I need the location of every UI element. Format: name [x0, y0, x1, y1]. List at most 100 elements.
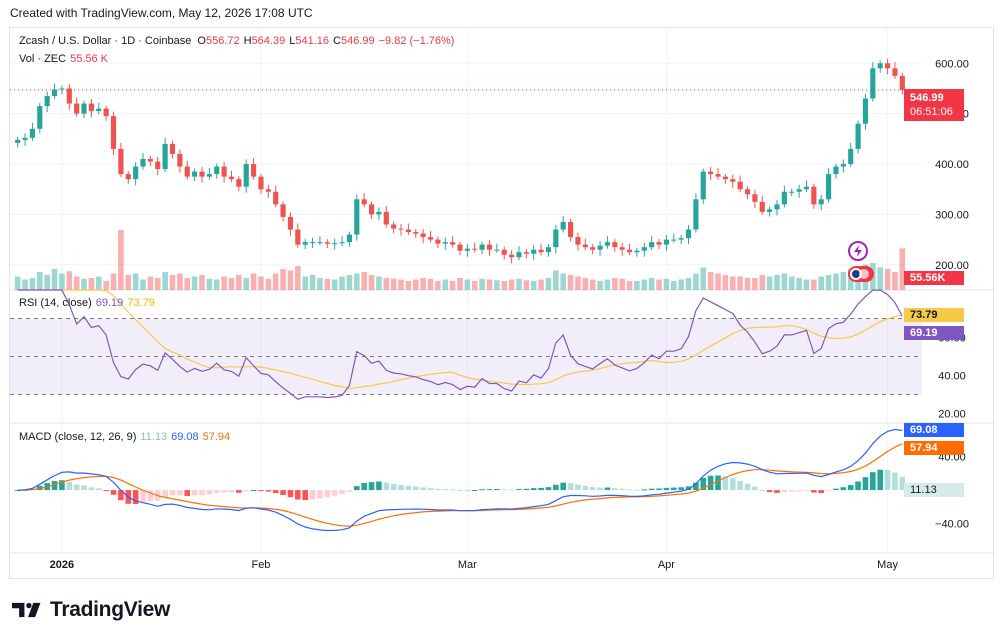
candle-body — [649, 242, 655, 248]
volume-bar — [641, 279, 648, 290]
candle-body — [877, 63, 883, 69]
candle-body — [192, 171, 198, 177]
volume-bar — [457, 278, 463, 290]
volume-bar — [464, 279, 471, 290]
candle-body — [715, 174, 721, 177]
volume-bar — [250, 273, 257, 290]
candle-body — [368, 204, 375, 215]
volume-bar — [37, 272, 43, 290]
candle-body — [265, 189, 271, 192]
candle-body — [737, 181, 743, 190]
candle-body — [140, 159, 146, 167]
chart-frame[interactable]: 2026FebMarAprMay600.00500.00400.00300.00… — [9, 27, 995, 580]
volume-bar — [553, 270, 559, 290]
candle-body — [575, 237, 581, 245]
macd-histogram-bar — [781, 490, 788, 493]
macd-histogram-bar — [228, 490, 235, 493]
volume-bar — [678, 279, 684, 290]
candle-body — [96, 108, 102, 112]
macd-histogram-bar — [811, 490, 817, 493]
volume-bar — [619, 278, 625, 290]
volume-bar — [538, 279, 544, 290]
volume-bar — [213, 279, 220, 290]
candle-body — [840, 164, 846, 167]
economic-events-icon[interactable] — [848, 266, 874, 282]
macd-histogram-bar — [272, 490, 279, 494]
volume-bar — [221, 276, 227, 290]
macd-signal-tag: 57.94 — [904, 441, 964, 455]
macd-histogram-bar — [612, 488, 618, 491]
candle-body — [626, 249, 633, 253]
volume-bar — [147, 276, 154, 290]
candle-body — [354, 199, 360, 235]
candle-body — [590, 247, 596, 250]
candle-body — [302, 242, 308, 245]
macd-histogram-bar — [265, 490, 272, 492]
candle-body — [671, 239, 677, 241]
macd-histogram-bar — [656, 488, 662, 491]
tradingview-logo[interactable]: TradingView — [12, 598, 170, 622]
candle-body — [376, 211, 382, 215]
macd-histogram-bar — [538, 487, 544, 491]
candle-body — [870, 68, 876, 99]
macd-histogram-bar — [494, 488, 500, 491]
macd-histogram-bar — [486, 489, 493, 491]
macd-histogram-bar — [560, 482, 567, 491]
volume-bar — [516, 278, 522, 290]
candle-body — [567, 221, 574, 238]
macd-histogram-bar — [766, 490, 773, 493]
macd-histogram-bar — [420, 487, 426, 491]
volume-bar — [604, 279, 611, 290]
volume-bar — [368, 275, 375, 290]
volume-bar — [759, 275, 766, 290]
macd-histogram-bar — [479, 489, 485, 491]
volume-bar — [295, 266, 301, 290]
candle-body — [44, 96, 50, 107]
candle-body — [361, 199, 367, 205]
candle-body — [722, 176, 728, 180]
rsi-tick-label: 20.00 — [938, 409, 966, 421]
low-label: L — [289, 35, 296, 47]
macd-histogram-bar — [427, 488, 434, 491]
macd-histogram-bar — [390, 483, 397, 491]
rsi-legend: RSI (14, close) 69.19 73.79 — [19, 297, 155, 309]
rsi-ma-line — [17, 289, 903, 390]
candle-body — [442, 242, 448, 244]
symbol-title: Zcash / U.S. Dollar · 1D · Coinbase — [19, 35, 192, 47]
macd-histogram-bar — [361, 482, 367, 491]
candle-body — [236, 179, 242, 187]
candle-body — [833, 166, 839, 175]
macd-histogram-bar — [258, 490, 264, 492]
macd-histogram-bar — [221, 490, 227, 493]
macd-histogram-bar — [833, 488, 839, 491]
candle-body — [118, 148, 124, 175]
candle-body — [744, 189, 751, 195]
macd-histogram-bar — [449, 489, 456, 491]
macd-histogram-bar — [287, 490, 294, 498]
volume-bar — [634, 281, 640, 290]
time-tick-label: Mar — [458, 559, 477, 571]
candle-body — [59, 88, 65, 90]
macd-histogram-bar — [553, 484, 559, 491]
macd-title: MACD (close, 12, 26, 9) — [19, 431, 137, 443]
tradingview-logo-text: TradingView — [50, 598, 171, 621]
candle-body — [339, 242, 345, 244]
volume-bar — [892, 272, 898, 290]
macd-hist-value: 11.13 — [140, 431, 168, 443]
chart-canvas[interactable]: 2026FebMarAprMay600.00500.00400.00300.00… — [10, 28, 995, 580]
volume-bar — [427, 278, 434, 290]
candle-body — [892, 68, 898, 76]
candle-body — [884, 63, 891, 69]
lightning-icon[interactable] — [848, 241, 868, 261]
macd-histogram-bar — [177, 490, 183, 496]
volume-bar — [508, 279, 515, 290]
candle-body — [251, 164, 257, 177]
candle-body — [582, 244, 588, 248]
macd-histogram-bar — [619, 488, 625, 491]
macd-histogram-bar — [368, 482, 375, 491]
volume-bar — [132, 273, 139, 290]
volume-bar — [206, 278, 213, 290]
candle-body — [162, 143, 168, 170]
candle-body — [295, 229, 301, 245]
tradingview-logo-icon — [12, 602, 41, 618]
